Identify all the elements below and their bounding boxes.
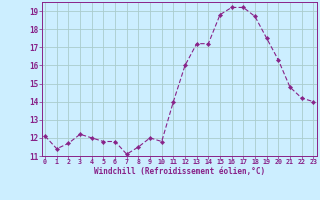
X-axis label: Windchill (Refroidissement éolien,°C): Windchill (Refroidissement éolien,°C) [94,167,265,176]
